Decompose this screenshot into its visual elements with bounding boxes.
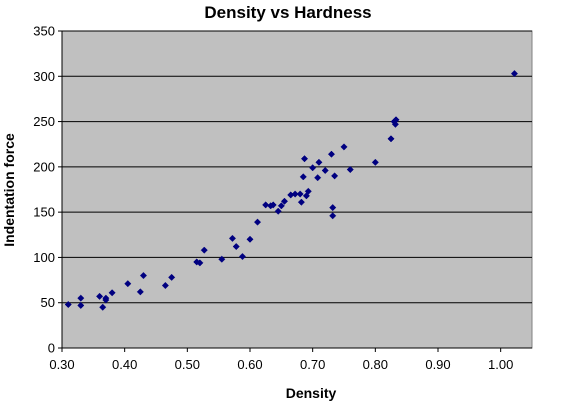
data-point bbox=[297, 198, 305, 206]
data-point bbox=[331, 172, 339, 180]
y-tick-label: 50 bbox=[41, 295, 55, 310]
data-point bbox=[299, 173, 307, 181]
y-tick-label: 0 bbox=[48, 341, 55, 356]
data-point bbox=[238, 252, 247, 261]
data-point bbox=[321, 166, 329, 175]
data-point bbox=[387, 135, 395, 143]
data-point bbox=[108, 289, 116, 297]
data-point bbox=[262, 201, 270, 209]
data-point bbox=[196, 259, 204, 267]
data-point bbox=[510, 70, 519, 78]
data-point bbox=[99, 303, 107, 311]
y-tick-label: 150 bbox=[33, 205, 55, 220]
x-tick-label: 0.50 bbox=[175, 357, 200, 372]
tick-labels: 0 50 100 150 200 250 300 350 0.30 0.40 0.50 0.60 0.7… bbox=[33, 24, 513, 373]
data-point bbox=[200, 246, 208, 254]
data-point bbox=[296, 190, 304, 198]
data-point bbox=[274, 207, 282, 215]
data-points bbox=[64, 70, 519, 311]
data-point bbox=[168, 273, 176, 281]
x-tick-label: 1.00 bbox=[488, 357, 513, 372]
data-point bbox=[124, 280, 132, 288]
data-point bbox=[77, 301, 85, 309]
data-point bbox=[346, 166, 354, 174]
data-point bbox=[77, 294, 85, 302]
y-axis-label: Indentation force bbox=[1, 133, 17, 247]
data-point bbox=[228, 234, 237, 242]
data-point bbox=[291, 190, 299, 198]
data-point bbox=[96, 292, 104, 300]
data-point bbox=[280, 197, 289, 205]
data-point bbox=[329, 212, 337, 220]
x-tick-label: 0.60 bbox=[237, 357, 262, 372]
y-tick-label: 300 bbox=[33, 69, 55, 84]
x-tick-label: 0.30 bbox=[49, 357, 74, 372]
data-point bbox=[232, 243, 240, 251]
y-tick-label: 100 bbox=[33, 250, 55, 265]
data-point bbox=[392, 116, 400, 124]
data-point bbox=[139, 271, 148, 280]
data-point bbox=[64, 300, 72, 309]
data-point bbox=[218, 255, 226, 263]
data-point bbox=[340, 143, 348, 151]
data-point bbox=[300, 155, 309, 163]
x-tick-label: 0.80 bbox=[363, 357, 388, 372]
data-point bbox=[304, 187, 312, 195]
x-tick-label: 0.40 bbox=[112, 357, 137, 372]
data-point bbox=[136, 288, 144, 296]
x-axis-label: Density bbox=[286, 385, 337, 401]
data-point bbox=[269, 201, 277, 209]
y-tick-label: 200 bbox=[33, 159, 55, 174]
y-tick-label: 250 bbox=[33, 114, 55, 129]
data-point bbox=[315, 158, 323, 166]
plot-area bbox=[61, 30, 533, 349]
data-point bbox=[371, 158, 379, 166]
data-point bbox=[391, 120, 399, 128]
data-point bbox=[327, 150, 336, 158]
data-point bbox=[277, 202, 285, 210]
axes bbox=[58, 30, 532, 352]
data-point bbox=[329, 204, 337, 212]
x-tick-label: 0.70 bbox=[300, 357, 325, 372]
data-point bbox=[309, 164, 317, 172]
y-tick-label: 350 bbox=[33, 24, 55, 39]
data-point bbox=[246, 235, 254, 243]
data-point bbox=[102, 296, 110, 304]
data-point bbox=[161, 281, 169, 290]
chart-title: Density vs Hardness bbox=[204, 3, 371, 22]
data-point bbox=[253, 218, 262, 226]
gridlines bbox=[62, 30, 532, 304]
data-point bbox=[314, 174, 322, 182]
data-point bbox=[302, 192, 310, 200]
x-tick-label: 0.90 bbox=[425, 357, 450, 372]
